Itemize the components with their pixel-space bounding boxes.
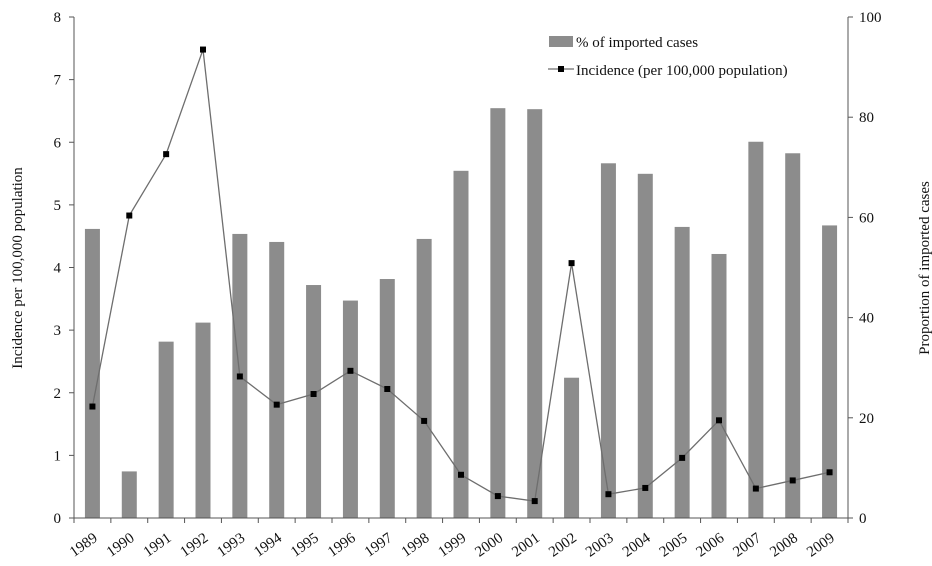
x-tick-label: 2009 bbox=[804, 530, 838, 560]
point-2009 bbox=[826, 469, 833, 476]
point-2001 bbox=[531, 498, 538, 505]
x-tick-label: 1989 bbox=[67, 530, 101, 560]
point-2002 bbox=[568, 260, 575, 267]
x-tick-label: 2007 bbox=[730, 530, 764, 561]
x-tick-label: 1997 bbox=[362, 530, 396, 561]
point-1989 bbox=[89, 403, 96, 410]
right-tick-label: 0 bbox=[859, 511, 867, 527]
bar-2001 bbox=[527, 109, 543, 519]
point-1993 bbox=[236, 373, 243, 380]
left-tick-label: 2 bbox=[54, 386, 62, 402]
x-tick-label: 2004 bbox=[620, 530, 654, 561]
x-tick-label: 2005 bbox=[657, 530, 691, 560]
x-tick-label: 1999 bbox=[436, 530, 470, 560]
point-1992 bbox=[200, 46, 206, 53]
point-1990 bbox=[126, 212, 133, 219]
right-tick-label: 80 bbox=[859, 110, 874, 126]
x-axis-ticks: 1989 1990 1991 1992 1993 1994 1995 1996 1997 1998… bbox=[67, 518, 849, 561]
point-2004 bbox=[642, 484, 649, 491]
bar-1992 bbox=[195, 322, 211, 518]
legend: % of imported cases Incidence (per 100,0… bbox=[548, 35, 788, 79]
x-tick-label: 1998 bbox=[399, 530, 433, 560]
legend-swatch-marker bbox=[558, 66, 564, 72]
bar-1994 bbox=[269, 241, 285, 518]
x-tick-label: 1990 bbox=[104, 530, 138, 560]
bar-2006 bbox=[711, 253, 727, 518]
bar-series bbox=[84, 108, 838, 519]
x-tick-label: 2000 bbox=[472, 530, 506, 560]
point-2000 bbox=[494, 493, 501, 500]
x-tick-label: 1995 bbox=[288, 530, 322, 560]
bar-2002 bbox=[564, 377, 580, 518]
point-1996 bbox=[347, 367, 354, 374]
x-tick-label: 2008 bbox=[767, 530, 801, 560]
bar-2005 bbox=[674, 226, 690, 519]
point-1999 bbox=[458, 471, 464, 478]
legend-swatch-bars bbox=[549, 36, 573, 47]
legend-label-bars: % of imported cases bbox=[576, 35, 698, 51]
left-tick-label: 8 bbox=[54, 10, 62, 26]
point-2006 bbox=[716, 417, 722, 424]
point-2003 bbox=[605, 491, 612, 498]
left-tick-label: 7 bbox=[54, 73, 62, 89]
bar-2003 bbox=[600, 163, 616, 519]
x-tick-label: 1991 bbox=[141, 530, 175, 560]
point-1998 bbox=[421, 417, 428, 424]
left-tick-label: 1 bbox=[54, 448, 62, 464]
bar-1999 bbox=[453, 170, 469, 518]
bar-1997 bbox=[379, 279, 395, 518]
point-2008 bbox=[789, 477, 796, 484]
point-1995 bbox=[310, 391, 317, 397]
right-tick-label: 20 bbox=[859, 411, 874, 427]
point-1994 bbox=[273, 401, 280, 408]
left-tick-label: 6 bbox=[54, 135, 62, 151]
right-tick-label: 60 bbox=[859, 210, 874, 226]
x-tick-label: 2002 bbox=[546, 530, 580, 560]
point-2005 bbox=[679, 454, 686, 461]
x-tick-label: 1996 bbox=[325, 530, 359, 561]
x-tick-label: 1994 bbox=[251, 530, 285, 561]
legend-label-line: Incidence (per 100,000 population) bbox=[576, 63, 788, 79]
x-tick-label: 2003 bbox=[583, 530, 617, 560]
left-tick-label: 0 bbox=[54, 511, 62, 527]
x-tick-label: 2006 bbox=[694, 530, 728, 561]
left-tick-label: 5 bbox=[54, 198, 62, 214]
bar-1998 bbox=[416, 238, 432, 518]
left-axis-ticks: 0 1 2 3 4 5 6 7 8 bbox=[54, 10, 74, 527]
bar-1989 bbox=[84, 228, 100, 519]
bar-1995 bbox=[306, 285, 322, 518]
line-series bbox=[89, 46, 833, 505]
right-tick-label: 40 bbox=[859, 311, 874, 327]
right-axis-ticks: 0 20 40 60 80 100 bbox=[848, 10, 882, 527]
x-tick-label: 2001 bbox=[509, 530, 543, 560]
point-1991 bbox=[163, 151, 170, 158]
bar-2000 bbox=[490, 108, 506, 519]
bar-2007 bbox=[748, 141, 764, 518]
x-tick-label: 1992 bbox=[178, 530, 212, 560]
bar-2009 bbox=[822, 225, 838, 519]
bar-1996 bbox=[342, 300, 358, 518]
point-1997 bbox=[384, 385, 391, 392]
right-axis-title: Proportion of imported cases bbox=[917, 181, 932, 355]
bar-1990 bbox=[121, 471, 137, 518]
left-axis-title: Incidence per 100,000 population bbox=[10, 167, 26, 369]
bar-1991 bbox=[158, 341, 174, 518]
left-tick-label: 3 bbox=[54, 323, 62, 339]
bar-2008 bbox=[785, 153, 801, 518]
x-tick-label: 1993 bbox=[214, 530, 248, 560]
bar-2004 bbox=[637, 173, 653, 518]
left-tick-label: 4 bbox=[54, 261, 62, 277]
right-tick-label: 100 bbox=[859, 10, 882, 26]
point-2007 bbox=[752, 485, 759, 492]
